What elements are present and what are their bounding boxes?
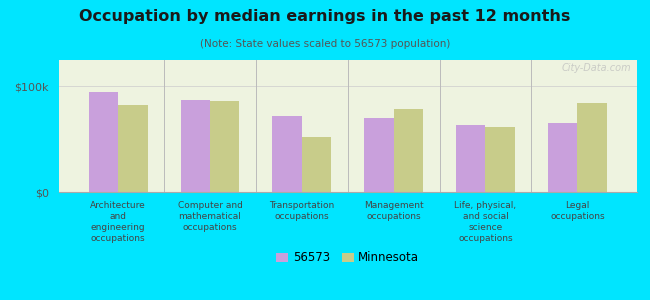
Bar: [486, 127, 515, 192]
Bar: [577, 103, 606, 192]
Bar: [456, 125, 486, 192]
Text: City-Data.com: City-Data.com: [562, 63, 631, 73]
Bar: [302, 137, 332, 192]
Bar: [364, 118, 394, 192]
Bar: [118, 105, 148, 192]
Bar: [548, 123, 577, 192]
Bar: [272, 116, 302, 192]
Bar: [210, 101, 239, 192]
Legend: 56573, Minnesota: 56573, Minnesota: [273, 248, 422, 268]
Bar: [89, 92, 118, 192]
Text: Occupation by median earnings in the past 12 months: Occupation by median earnings in the pas…: [79, 9, 571, 24]
Bar: [181, 100, 210, 192]
Text: (Note: State values scaled to 56573 population): (Note: State values scaled to 56573 popu…: [200, 39, 450, 49]
Bar: [394, 109, 423, 192]
